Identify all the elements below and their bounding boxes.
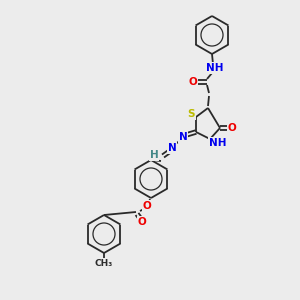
Text: CH₃: CH₃ [95, 259, 113, 268]
Text: O: O [142, 201, 152, 211]
Text: O: O [228, 123, 236, 133]
Text: NH: NH [209, 138, 227, 148]
Text: N: N [168, 143, 176, 153]
Text: O: O [138, 217, 146, 227]
Text: H: H [150, 150, 158, 160]
Text: NH: NH [206, 63, 224, 73]
Text: S: S [187, 109, 195, 119]
Text: O: O [189, 77, 197, 87]
Text: N: N [178, 132, 188, 142]
